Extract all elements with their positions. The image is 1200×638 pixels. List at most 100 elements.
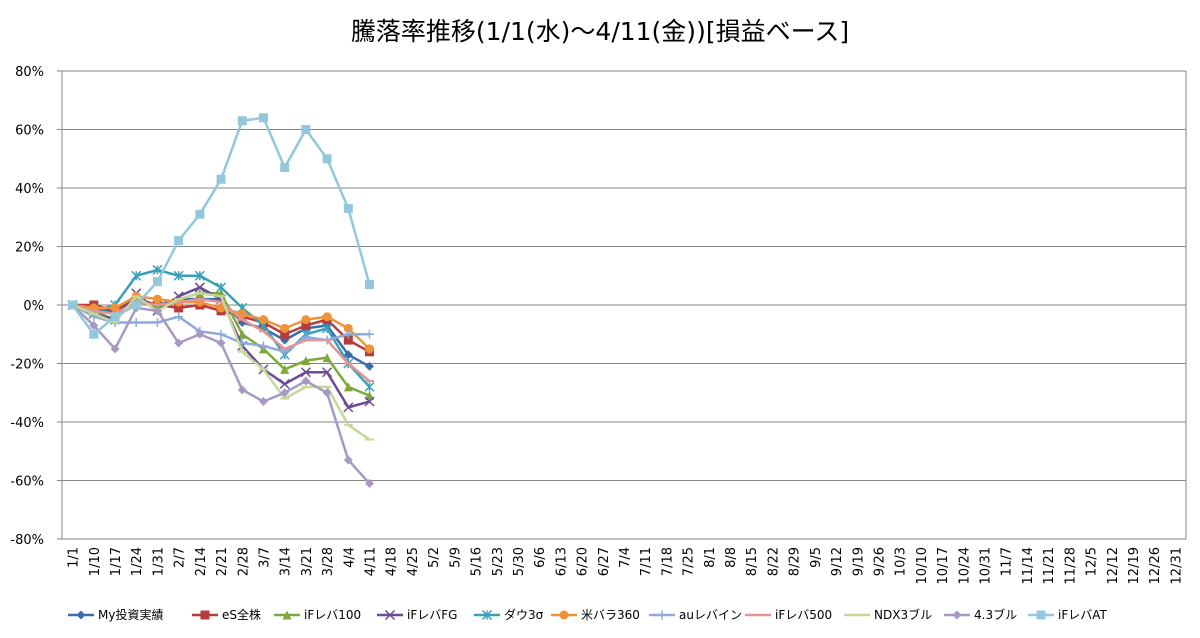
- data-point-marker: [343, 323, 353, 333]
- legend-label: iFレバ100: [304, 608, 361, 622]
- data-point-marker: [300, 367, 311, 378]
- data-point-marker: [301, 125, 311, 134]
- y-tick-label: 60%: [15, 124, 44, 139]
- data-point-marker: [68, 300, 78, 310]
- data-point-marker: [195, 209, 205, 219]
- legend-item: ダウ3σ: [474, 607, 544, 622]
- x-tick-label: 10/17: [936, 547, 951, 584]
- data-point-marker: [110, 312, 120, 322]
- grid-layer: [61, 70, 1187, 540]
- data-point: [301, 315, 311, 325]
- data-point: [280, 364, 290, 374]
- data-point: [110, 344, 120, 354]
- data-point: [481, 609, 493, 621]
- x-tick-label: 11/21: [1042, 547, 1057, 584]
- legend-item: iFレバAT: [1028, 608, 1108, 622]
- data-point-marker: [174, 338, 184, 348]
- data-point: [365, 329, 375, 339]
- data-point-marker: [301, 376, 311, 386]
- data-point: [216, 338, 226, 348]
- data-point-marker: [258, 397, 268, 407]
- x-tick-label: 7/4: [618, 547, 633, 568]
- data-point: [343, 323, 353, 333]
- x-tick-label: 2/21: [215, 547, 230, 576]
- x-tick-label: 5/16: [470, 547, 485, 576]
- x-tick-label: 7/25: [682, 547, 697, 576]
- data-point: [952, 610, 962, 620]
- x-tick-label: 9/5: [809, 547, 824, 568]
- data-point-marker: [384, 609, 396, 621]
- y-tick-label: 80%: [15, 65, 44, 80]
- legend-item: My投資実績: [68, 607, 163, 622]
- data-point-marker: [322, 353, 332, 363]
- data-point-marker: [365, 391, 375, 401]
- x-tick-label: 10/3: [894, 547, 909, 576]
- data-point: [237, 116, 247, 126]
- data-point: [152, 264, 163, 275]
- x-tick-label: 10/24: [957, 547, 972, 584]
- y-tick-label: 40%: [15, 182, 44, 197]
- data-point: [365, 361, 375, 371]
- y-tick-label: -40%: [10, 416, 44, 431]
- legend-item: 4.3ブル: [944, 607, 1017, 622]
- legend-label: iFレバFG: [407, 608, 457, 622]
- data-point-marker: [322, 388, 332, 398]
- data-point-marker: [343, 402, 354, 413]
- x-tick-label: 10/10: [915, 547, 930, 584]
- data-point-marker: [343, 350, 353, 360]
- data-point: [174, 338, 184, 348]
- y-tick-label: -60%: [10, 475, 44, 490]
- data-point-marker: [301, 315, 311, 325]
- data-point: [131, 300, 141, 310]
- data-point: [258, 341, 268, 351]
- data-point-marker: [152, 294, 162, 304]
- data-point-marker: [343, 335, 353, 345]
- data-point-marker: [280, 388, 290, 398]
- x-tick-label: 3/7: [257, 547, 272, 568]
- data-point: [300, 367, 311, 378]
- legend: My投資実績 eS全株 iFレバ100 iFレバFG ダウ3σ 米バラ360 auレバイン i…: [68, 607, 1108, 622]
- data-point-marker: [237, 329, 247, 339]
- legend-label: iFレバ500: [775, 608, 832, 622]
- legend-label: 4.3ブル: [974, 607, 1017, 622]
- data-point-marker: [301, 356, 311, 366]
- data-point: [258, 397, 268, 407]
- legend-item: iFレバFG: [377, 608, 457, 622]
- data-point-marker: [258, 113, 268, 123]
- data-point-marker: [1036, 610, 1046, 620]
- x-tick-label: 1/31: [151, 547, 166, 576]
- x-tick-label: 11/7: [1000, 547, 1015, 576]
- data-point: [258, 113, 268, 123]
- data-point: [131, 270, 142, 281]
- x-tick-label: 9/12: [830, 547, 845, 576]
- x-tick-label: 6/20: [576, 547, 591, 576]
- series-11: [68, 113, 375, 339]
- data-point: [365, 391, 375, 401]
- x-tick-label: 4/18: [385, 547, 400, 576]
- data-point-marker: [237, 116, 247, 126]
- legend-item: 米バラ360: [551, 608, 640, 622]
- data-point: [173, 270, 184, 281]
- data-point: [322, 154, 332, 164]
- data-point-marker: [152, 306, 162, 316]
- x-tick-label: 5/2: [427, 547, 442, 568]
- x-tick-label: 12/26: [1148, 547, 1163, 584]
- data-point-marker: [322, 312, 332, 322]
- legend-label: NDX3ブル: [874, 607, 932, 622]
- x-tick-label: 5/9: [448, 547, 463, 568]
- data-point: [1036, 610, 1046, 620]
- data-point-marker: [280, 163, 290, 173]
- x-tick-label: 10/31: [979, 547, 994, 584]
- data-point-marker: [364, 396, 375, 407]
- x-tick-label: 9/26: [872, 547, 887, 576]
- data-point: [343, 329, 353, 339]
- data-point: [195, 329, 205, 339]
- x-tick-label: 8/22: [766, 547, 781, 576]
- y-tick-label: 20%: [15, 241, 44, 256]
- data-point: [657, 610, 667, 620]
- data-point-marker: [365, 344, 375, 354]
- data-point: [76, 610, 86, 620]
- legend-label: My投資実績: [98, 607, 163, 622]
